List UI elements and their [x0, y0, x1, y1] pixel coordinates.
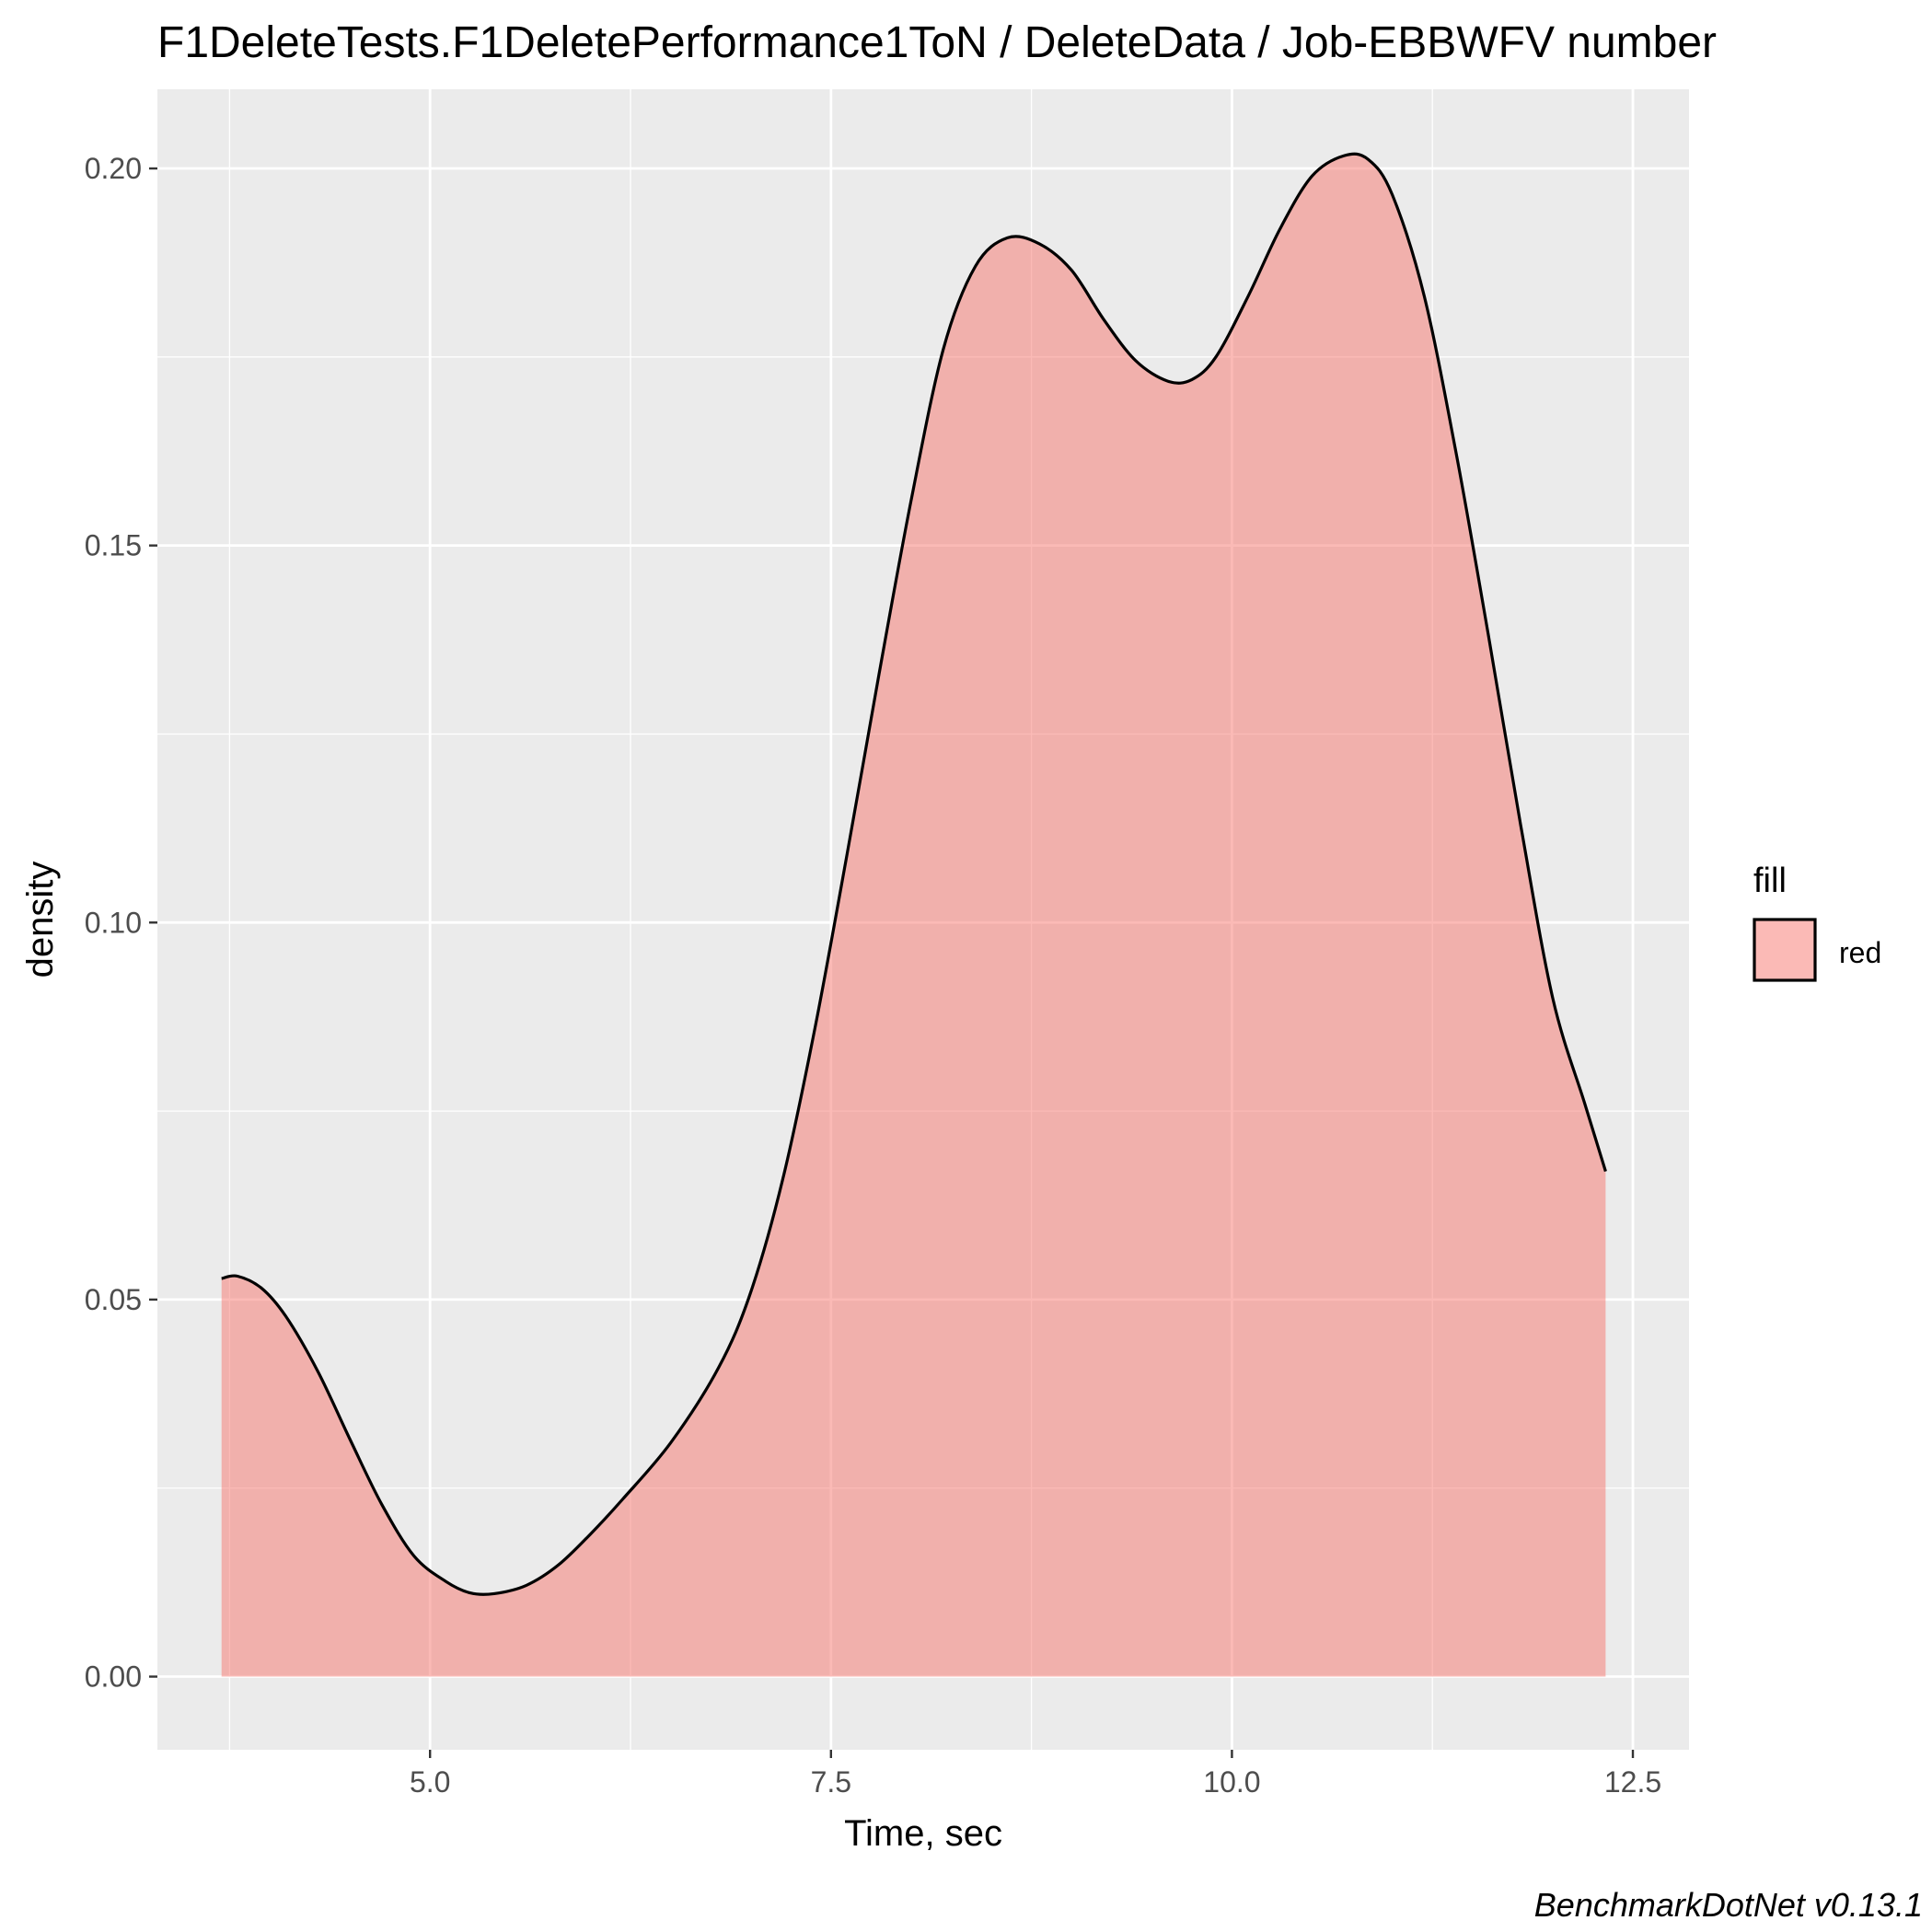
- y-axis: 0.00 0.05 0.10 0.15 0.20: [85, 152, 157, 1694]
- density-line-red: [221, 152, 1607, 1596]
- y-tick-label: 0.10: [85, 906, 142, 939]
- x-axis: 5.0 7.5 10.0 12.5: [410, 1750, 1661, 1799]
- y-axis-title: density: [20, 862, 61, 978]
- chart-title: F1DeleteTests.F1DeletePerformance1ToN / …: [157, 18, 1717, 67]
- x-axis-title: Time, sec: [844, 1813, 1002, 1854]
- y-tick-label: 0.15: [85, 529, 142, 562]
- density-area-red: [221, 154, 1606, 1677]
- x-tick-label: 10.0: [1203, 1765, 1260, 1799]
- y-tick-label: 0.00: [85, 1660, 142, 1694]
- x-tick-label: 12.5: [1604, 1765, 1661, 1799]
- x-tick-label: 7.5: [811, 1765, 851, 1799]
- density-layer: [221, 152, 1607, 1677]
- legend-title: fill: [1753, 862, 1787, 900]
- legend-key-red: [1753, 918, 1817, 982]
- legend: fill red: [1753, 862, 1881, 982]
- caption: BenchmarkDotNet v0.13.1: [1534, 1886, 1923, 1924]
- y-tick-label: 0.20: [85, 152, 142, 185]
- y-tick-label: 0.05: [85, 1283, 142, 1316]
- legend-label-red: red: [1839, 936, 1881, 969]
- x-tick-label: 5.0: [410, 1765, 450, 1799]
